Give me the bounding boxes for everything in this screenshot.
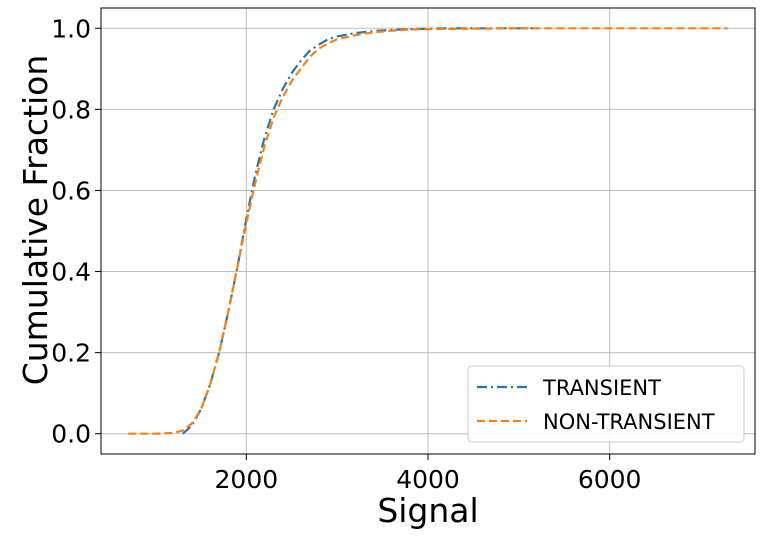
y-tick-label: 0.4 [51,258,91,287]
y-axis-label: Cumulative Fraction [16,55,55,386]
x-tick-label: 6000 [578,465,642,494]
ticks: 2000 4000 6000 0.0 0.2 0.4 0.6 0.8 1.0 [51,14,641,494]
series-line-1 [128,27,728,435]
series-lines [128,27,728,435]
legend-box [467,365,745,443]
y-tick-label: 1.0 [51,14,91,43]
legend: TRANSIENT NON-TRANSIENT [467,365,745,443]
y-tick-label: 0.6 [51,176,91,205]
x-tick-label: 4000 [396,465,460,494]
series-line-0 [182,27,537,435]
y-tick-label: 0.8 [51,95,91,124]
y-tick-label: 0.2 [51,339,91,368]
x-tick-label: 2000 [215,465,279,494]
legend-label: NON-TRANSIENT [543,410,715,434]
y-tick-label: 0.0 [51,420,91,449]
legend-label: TRANSIENT [542,376,661,400]
x-axis-label: Signal [377,491,478,530]
